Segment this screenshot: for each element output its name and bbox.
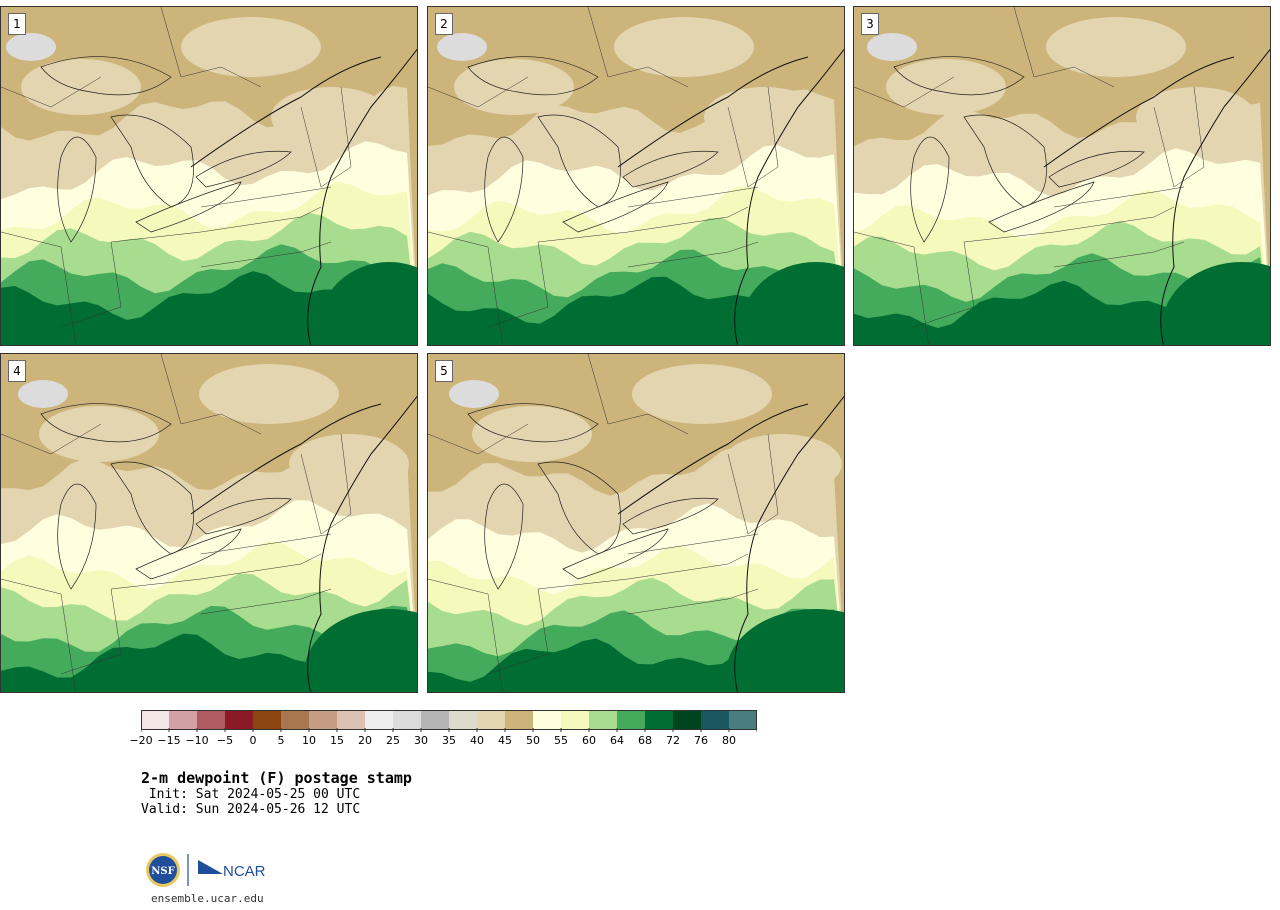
colorbar-swatch xyxy=(729,710,757,730)
panel-label-1: 1 xyxy=(8,13,26,35)
colorbar-tick-label: 0 xyxy=(249,734,257,747)
colorbar-swatch xyxy=(169,710,197,730)
colorbar-tick-label: 40 xyxy=(470,734,484,747)
map-panel-5: 5 xyxy=(427,353,845,693)
map-panel-2: 2 xyxy=(427,6,845,346)
colorbar-swatch xyxy=(477,710,505,730)
colorbar-swatch xyxy=(421,710,449,730)
colorbar-swatch xyxy=(617,710,645,730)
colorbar-tick-label: 30 xyxy=(414,734,428,747)
logos: NSF NCAR xyxy=(145,850,275,890)
colorbar-tick-label: 45 xyxy=(498,734,512,747)
colorbar-tick-label: 20 xyxy=(358,734,372,747)
colorbar-swatch xyxy=(673,710,701,730)
colorbar-tick-label: 15 xyxy=(330,734,344,747)
valid-time: Valid: Sun 2024-05-26 12 UTC xyxy=(141,802,361,817)
colorbar-swatch xyxy=(449,710,477,730)
site-url: ensemble.ucar.edu xyxy=(151,892,264,905)
panel-label-5: 5 xyxy=(435,360,453,382)
colorbar-swatch xyxy=(393,710,421,730)
dewpoint-map-2 xyxy=(428,7,844,345)
panel-label-4: 4 xyxy=(8,360,26,382)
colorbar-swatch xyxy=(533,710,561,730)
colorbar-swatch xyxy=(141,710,169,730)
colorbar-tick-label: 10 xyxy=(302,734,316,747)
nsf-logo-text: NSF xyxy=(151,866,174,877)
dewpoint-map-3 xyxy=(854,7,1270,345)
dewpoint-map-5 xyxy=(428,354,844,692)
colorbar-tick-label: 68 xyxy=(638,734,652,747)
colorbar-tick-label: 80 xyxy=(722,734,736,747)
dewpoint-map-1 xyxy=(1,7,417,345)
plot-title: 2-m dewpoint (F) postage stamp xyxy=(141,769,412,787)
panel-label-3: 3 xyxy=(861,13,879,35)
colorbar-swatch xyxy=(281,710,309,730)
colorbar-tick-label: 76 xyxy=(694,734,708,747)
init-time: Init: Sat 2024-05-25 00 UTC xyxy=(141,787,361,802)
dewpoint-map-4 xyxy=(1,354,417,692)
colorbar-tick-label: −20 xyxy=(129,734,153,747)
colorbar-swatch xyxy=(589,710,617,730)
colorbar-tick-label: 25 xyxy=(386,734,400,747)
ncar-logo-icon: NCAR xyxy=(198,860,266,880)
colorbar-swatch xyxy=(561,710,589,730)
colorbar-tick-label: 64 xyxy=(610,734,624,747)
colorbar-swatch xyxy=(701,710,729,730)
ncar-logo-text: NCAR xyxy=(223,863,266,880)
colorbar-tick-label: 60 xyxy=(582,734,596,747)
nsf-logo-icon: NSF xyxy=(146,853,180,887)
map-panel-3: 3 xyxy=(853,6,1271,346)
colorbar-tick-label: 5 xyxy=(277,734,285,747)
colorbar-swatch xyxy=(505,710,533,730)
colorbar-tick-label: −5 xyxy=(216,734,234,747)
colorbar-tick-label: 55 xyxy=(554,734,568,747)
colorbar-swatch xyxy=(365,710,393,730)
map-panel-4: 4 xyxy=(0,353,418,693)
colorbar-tick-label: −15 xyxy=(157,734,181,747)
colorbar-swatch xyxy=(337,710,365,730)
colorbar-swatch xyxy=(225,710,253,730)
colorbar-tick-label: −10 xyxy=(185,734,209,747)
colorbar xyxy=(141,710,757,732)
map-panel-1: 1 xyxy=(0,6,418,346)
colorbar-swatch xyxy=(253,710,281,730)
colorbar-tick-label: 72 xyxy=(666,734,680,747)
colorbar-tick-label: 35 xyxy=(442,734,456,747)
colorbar-swatch xyxy=(645,710,673,730)
colorbar-swatch xyxy=(309,710,337,730)
colorbar-swatch xyxy=(197,710,225,730)
panel-label-2: 2 xyxy=(435,13,453,35)
colorbar-tick-label: 50 xyxy=(526,734,540,747)
colorbar-tick-labels: −20 −15 −10 −5 0 5 10 15 20 25 30 35 40 45 50 55 60 64 68 7… xyxy=(129,734,781,748)
